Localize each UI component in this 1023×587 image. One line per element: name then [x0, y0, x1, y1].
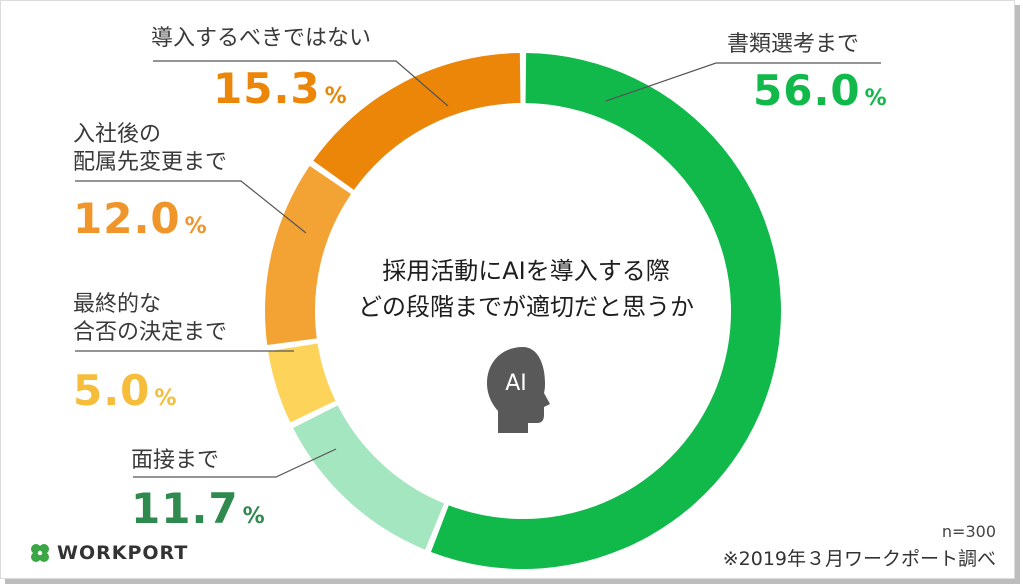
ai-head-icon: AI: [487, 347, 550, 433]
slice-value: 12.0: [73, 194, 181, 243]
chart-frame: AI 書類選考まで 56.0% 導入するべきではない 15.3% 入社後の 配属…: [0, 0, 1015, 579]
slice-name-line-1: 最終的な: [73, 292, 162, 317]
slice-value-document-screening: 56.0%: [753, 67, 888, 123]
percent-unit: %: [324, 84, 348, 109]
slice-name-line-1: 入社後の: [73, 122, 162, 147]
donut-slice-document-screening: [430, 53, 781, 570]
chart-title: 採用活動にAIを導入する際 どの段階までが適切だと思うか: [336, 253, 716, 325]
workport-logo: WORKPORT: [29, 542, 188, 564]
slice-name: 導入するべきではない: [151, 26, 372, 51]
percent-unit: %: [184, 214, 208, 239]
slice-value: 5.0: [73, 366, 151, 415]
chart-title-line-2: どの段階までが適切だと思うか: [358, 293, 694, 321]
leader-line-post-hire-assignment: [75, 180, 307, 234]
clover-icon: [31, 544, 49, 562]
donut-slice-interview: [293, 405, 445, 550]
slice-name-line-2: 配属先変更まで: [73, 150, 228, 175]
percent-unit: %: [154, 386, 178, 411]
slice-name: 面接まで: [131, 448, 220, 473]
slice-value: 15.3: [213, 64, 321, 113]
slice-label-should-not-introduce: 導入するべきではない: [151, 25, 371, 53]
source-note: ※2019年３月ワークポート調べ: [722, 548, 996, 570]
slice-value-post-hire-assignment: 12.0%: [73, 195, 208, 251]
donut-slice-final-decision: [268, 343, 336, 423]
logo-text: WORKPORT: [57, 542, 189, 564]
ai-icon-label: AI: [505, 371, 527, 396]
slice-value-interview: 11.7%: [131, 485, 266, 541]
slice-label-interview: 面接まで: [131, 447, 219, 475]
percent-unit: %: [242, 504, 266, 529]
sample-size-note: n=300: [941, 522, 996, 541]
donut-chart: AI: [75, 53, 881, 570]
slice-name: 書類選考まで: [727, 32, 860, 57]
slice-label-document-screening: 書類選考まで: [727, 31, 859, 59]
slice-label-final-decision: 最終的な 合否の決定まで: [73, 291, 227, 347]
donut-slice-post-hire-assignment: [265, 165, 352, 346]
leader-line-should-not-introduce: [153, 60, 449, 107]
slice-value: 56.0: [753, 66, 861, 115]
slice-value: 11.7: [131, 484, 239, 533]
leader-line-interview: [133, 448, 337, 478]
head-silhouette: [487, 347, 550, 433]
slice-label-post-hire-assignment: 入社後の 配属先変更まで: [73, 121, 227, 177]
slice-value-should-not-introduce: 15.3%: [213, 65, 348, 121]
percent-unit: %: [864, 86, 888, 111]
chart-title-line-1: 採用活動にAIを導入する際: [382, 257, 670, 285]
slice-value-final-decision: 5.0%: [73, 367, 177, 423]
slice-name-line-2: 合否の決定まで: [73, 320, 228, 345]
leader-line-document-screening: [605, 62, 881, 102]
donut-slice-should-not-introduce: [313, 53, 521, 190]
